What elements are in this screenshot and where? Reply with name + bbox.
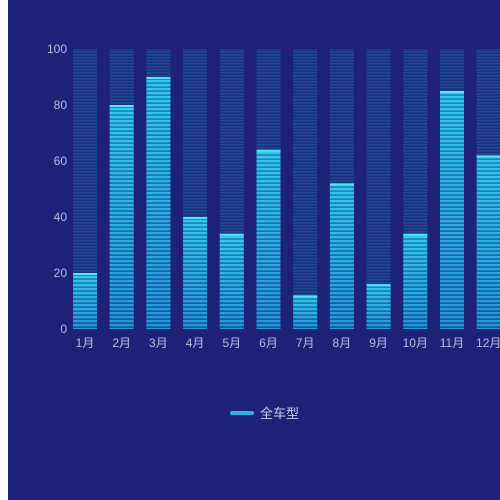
x-tick-label: 4月 xyxy=(186,336,205,350)
bar-cap xyxy=(146,77,171,79)
bar-shade xyxy=(73,273,97,329)
bar-cap xyxy=(219,233,244,236)
bar-cap xyxy=(366,284,391,287)
x-tick-label: 1月 xyxy=(76,336,95,350)
y-tick-label: 100 xyxy=(47,42,67,56)
bar-cap xyxy=(403,233,428,236)
bar-cap xyxy=(109,105,134,107)
x-tick-label: 11月 xyxy=(440,336,464,350)
x-tick-label: 12月 xyxy=(476,336,500,350)
bar-cap xyxy=(440,91,464,93)
bar-track xyxy=(293,49,318,329)
y-tick-label: 0 xyxy=(60,322,67,336)
x-tick-label: 8月 xyxy=(333,336,352,350)
bar-shade xyxy=(440,91,464,329)
x-tick-label: 9月 xyxy=(369,336,388,350)
y-tick-label: 20 xyxy=(54,266,68,280)
bar-shade xyxy=(366,284,391,329)
x-tick-label: 10月 xyxy=(403,336,428,350)
bar-shade xyxy=(476,155,500,329)
x-tick-label: 5月 xyxy=(222,336,241,350)
legend-label: 全车型 xyxy=(260,406,300,421)
bar-shade xyxy=(146,77,171,329)
y-tick-label: 80 xyxy=(54,98,68,112)
y-tick-label: 60 xyxy=(54,154,68,168)
bar-cap xyxy=(256,149,281,152)
legend[interactable]: 全车型 xyxy=(230,403,299,422)
chart-panel: 0 20 40 60 80 100 1月 2月 3月 4月 5月 6月 7月 8月 9月 10月 11月 12月 … xyxy=(8,0,500,500)
bar-shade xyxy=(329,183,354,329)
bar-shade xyxy=(256,149,281,329)
y-tick-label: 40 xyxy=(54,210,68,224)
bar-shade xyxy=(219,233,244,329)
bar-cap xyxy=(73,273,97,275)
bar-shade xyxy=(109,105,134,329)
x-tick-label: 6月 xyxy=(259,336,278,350)
x-tick-label: 2月 xyxy=(112,336,131,350)
bar-chart: 0 20 40 60 80 100 1月 2月 3月 4月 5月 6月 7月 8月 9月 10月 11月 12月 xyxy=(47,42,500,350)
bar-cap xyxy=(183,217,208,219)
bar-shade xyxy=(403,233,428,329)
legend-swatch xyxy=(230,410,254,415)
x-tick-label: 3月 xyxy=(149,336,168,350)
bar-cap xyxy=(476,155,500,158)
bar-shade xyxy=(183,217,208,329)
bar-cap xyxy=(329,183,354,186)
x-tick-label: 7月 xyxy=(296,336,315,350)
bar-shade xyxy=(293,295,318,329)
bar-track xyxy=(366,49,391,329)
bar-cap xyxy=(293,295,318,298)
